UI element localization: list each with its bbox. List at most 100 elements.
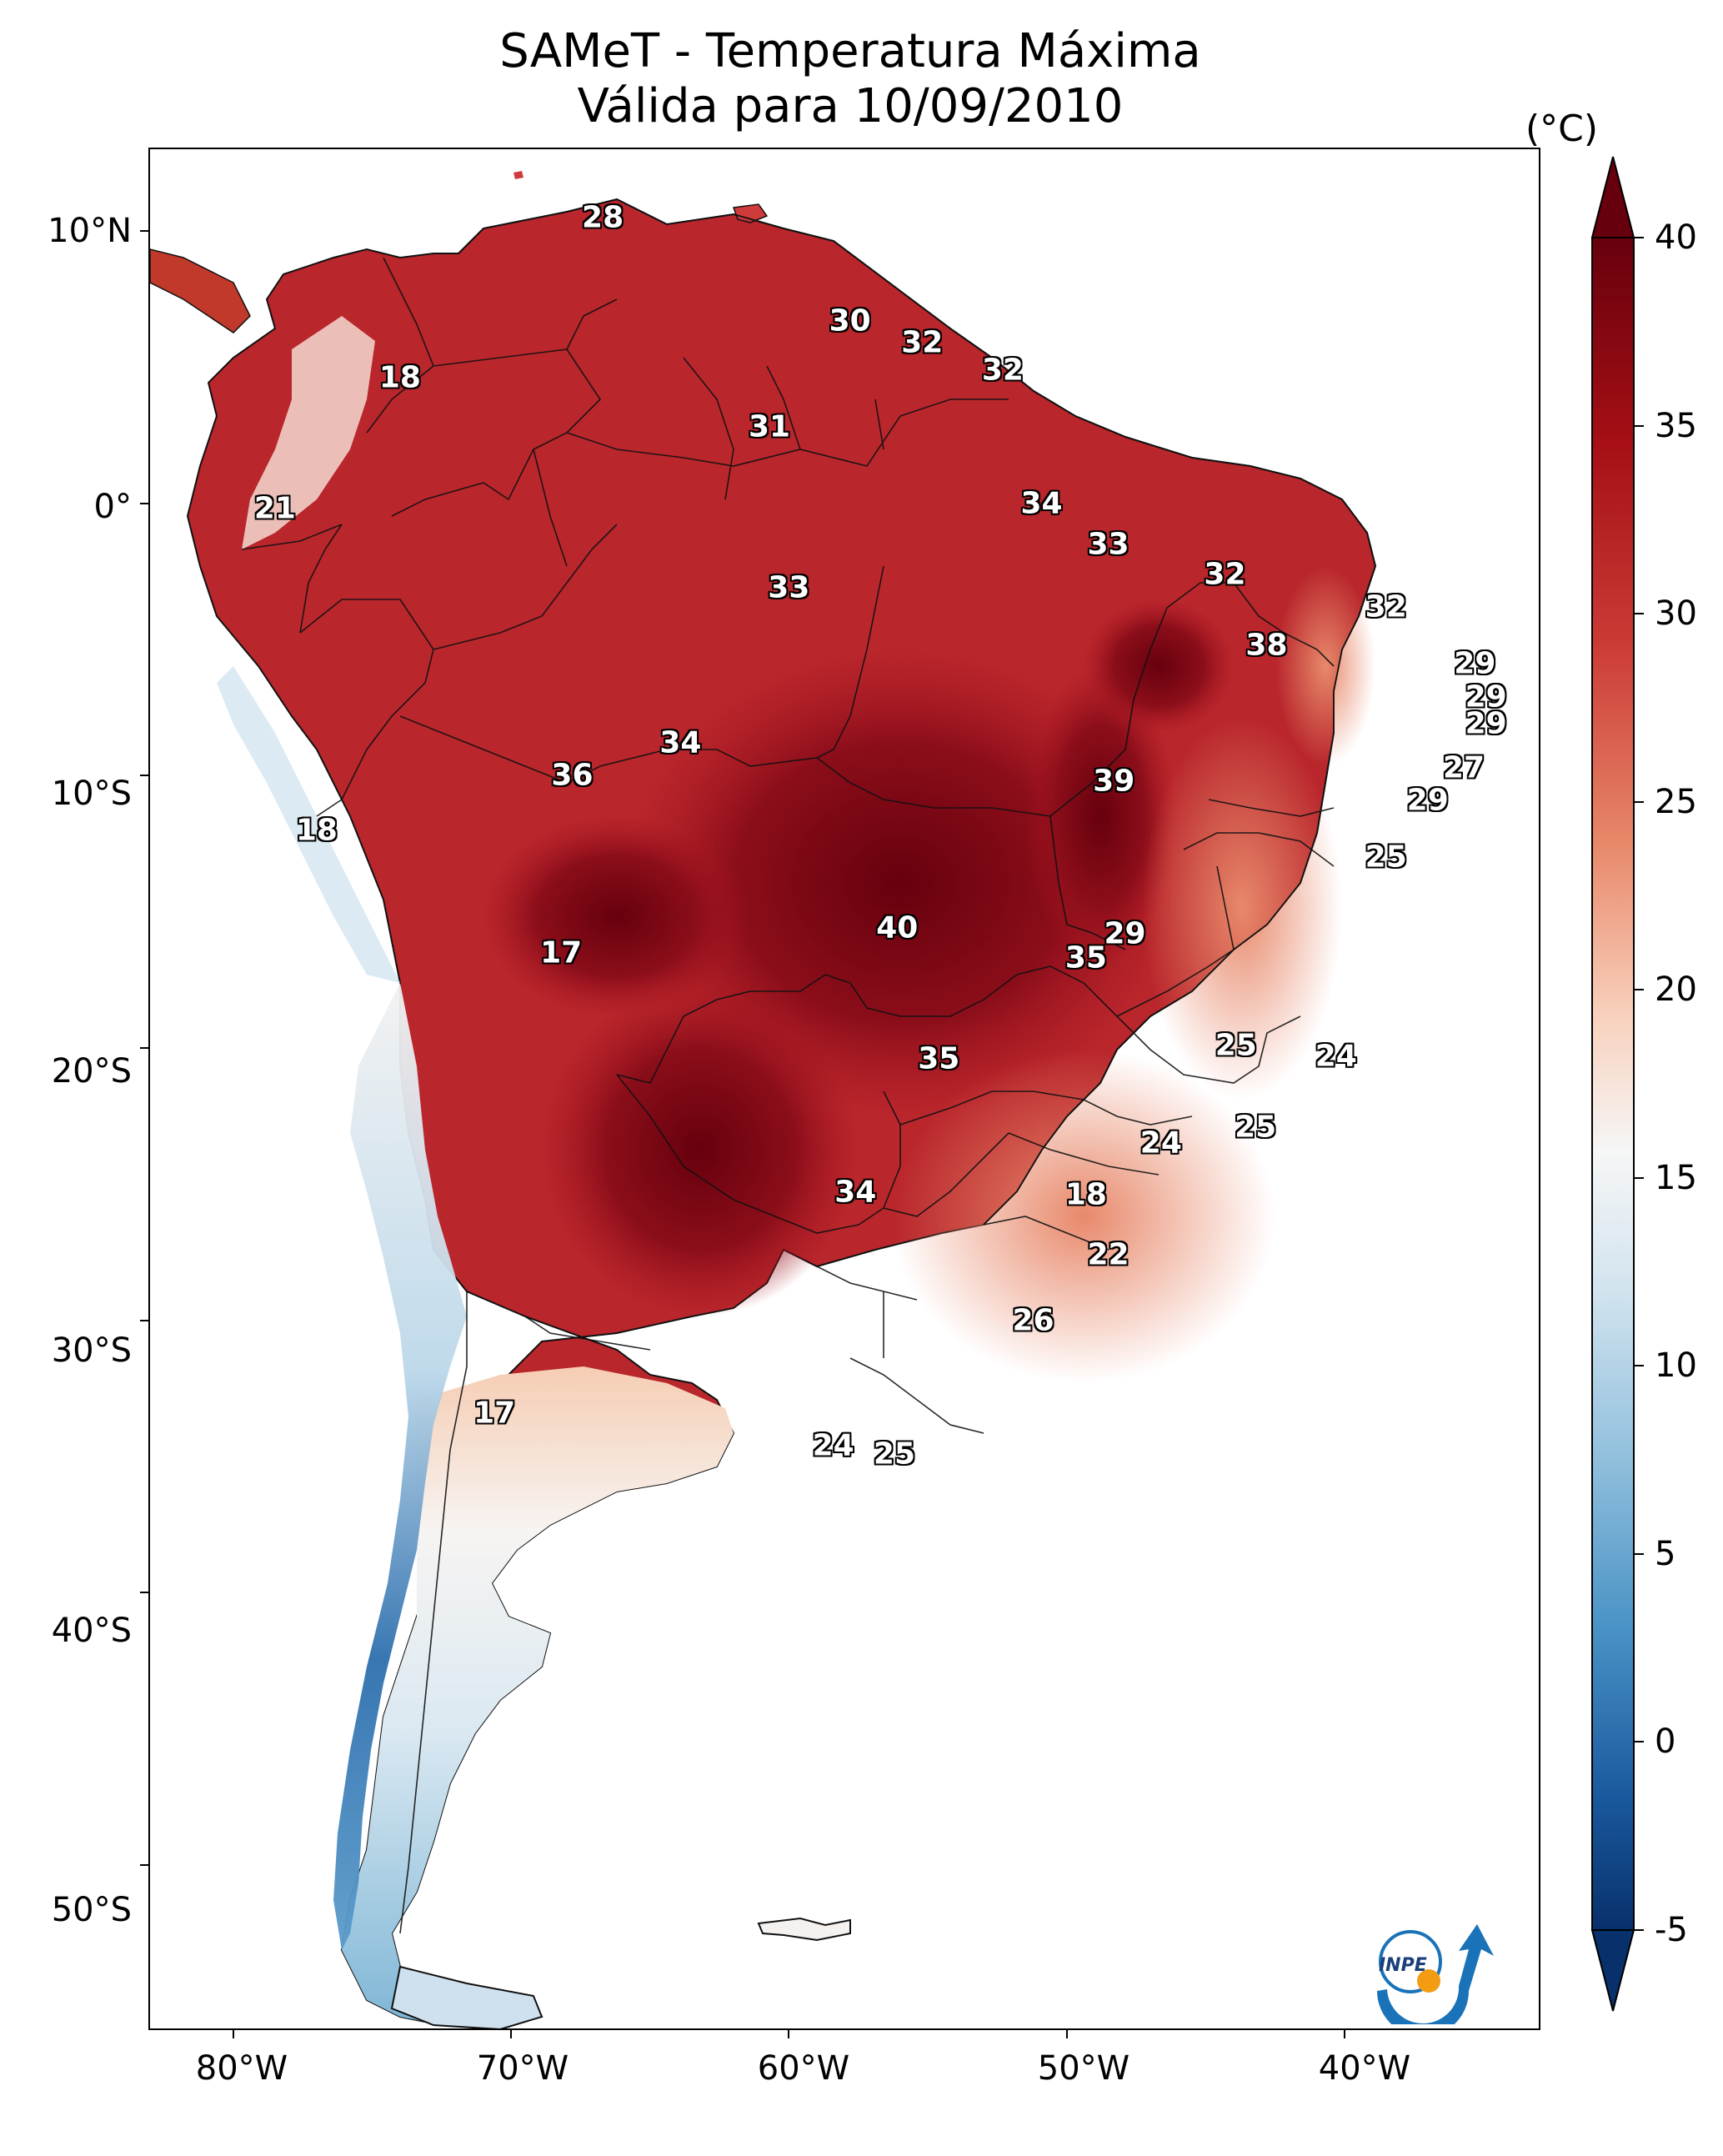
city-value-label: 28 (582, 200, 624, 235)
inpe-logo-text: INPE (1379, 1955, 1427, 1976)
lat-tick-mark (140, 230, 148, 232)
warm-southeast (892, 1050, 1275, 1383)
lon-label-40w: 40°W (1318, 2049, 1411, 2088)
city-value-label: 25 (873, 1436, 916, 1472)
city-value-label: 24 (812, 1428, 854, 1463)
lat-label-20s: 20°S (51, 1052, 132, 1091)
city-value-label: 40 (876, 910, 919, 945)
city-value-label: 31 (748, 409, 791, 444)
colorbar (1590, 156, 1635, 2012)
city-value-label: 35 (918, 1041, 960, 1076)
city-value-label: 29 (1454, 646, 1496, 681)
colorbar-tick-mark (1634, 989, 1644, 991)
temperature-map (150, 171, 1377, 2028)
city-value-label: 29 (1465, 706, 1507, 741)
hot-core-tocantins (1025, 666, 1175, 966)
lat-tick-mark (140, 1864, 148, 1866)
city-value-label: 33 (768, 570, 810, 605)
city-value-label: 38 (1245, 628, 1288, 663)
political-borders (241, 257, 1335, 1934)
city-value-label: 26 (1012, 1303, 1054, 1338)
colorbar-tick-label: 35 (1655, 406, 1697, 445)
lat-tick-mark (140, 502, 148, 504)
city-value-label: 29 (1104, 916, 1146, 951)
city-value-label: 36 (551, 758, 594, 793)
lat-tick-mark (140, 1319, 148, 1321)
warm-ne-coast (1275, 566, 1375, 766)
city-value-label: 32 (1365, 589, 1407, 624)
central-america (150, 248, 251, 333)
city-value-label: 34 (1020, 486, 1063, 521)
falkland-islands (757, 1917, 851, 1942)
colorbar-tick-mark (1634, 1365, 1644, 1367)
lon-tick-mark (1065, 2030, 1068, 2038)
peru-coast-cool (217, 666, 400, 983)
colorbar-tick-mark (1634, 613, 1644, 615)
lon-label-60w: 60°W (757, 2049, 850, 2088)
colorbar-tick-mark (1634, 1741, 1644, 1743)
colorbar-tick-mark (1634, 1929, 1644, 1931)
lat-label-0: 0° (93, 488, 132, 526)
colorbar-tick-mark (1634, 1552, 1644, 1555)
lon-label-50w: 50°W (1037, 2049, 1130, 2088)
colorbar-tick-label: 30 (1655, 594, 1697, 634)
colorbar-tick-label: -5 (1655, 1911, 1688, 1949)
hot-core-chaco (542, 983, 859, 1316)
lat-tick-mark (140, 775, 148, 777)
city-value-label: 34 (834, 1175, 877, 1210)
colorbar-bottom-arrow (1590, 1929, 1635, 2012)
city-value-label: 22 (1087, 1237, 1129, 1272)
city-value-label: 32 (901, 325, 944, 360)
lat-label-10s: 10°S (51, 775, 132, 813)
city-value-label: 32 (1204, 557, 1246, 592)
lon-tick-mark (510, 2030, 513, 2038)
city-value-label: 25 (1365, 840, 1407, 875)
city-value-label: 33 (1087, 527, 1129, 562)
caribbean-island-small (513, 171, 523, 179)
colorbar-tick-mark (1634, 237, 1644, 238)
tierra-del-fuego (390, 1965, 543, 2028)
andes-cold (333, 983, 467, 1950)
city-value-label: 25 (1215, 1028, 1257, 1063)
city-value-label: 17 (473, 1396, 516, 1431)
lon-tick-mark (1343, 2030, 1345, 2038)
lon-label-80w: 80°W (195, 2049, 288, 2088)
map-title: SAMeT - Temperatura Máxima (499, 24, 1201, 78)
colorbar-tick-label: 25 (1655, 782, 1697, 821)
city-value-label: 29 (1465, 679, 1507, 714)
colorbar-tick-mark (1634, 800, 1644, 803)
lon-tick-mark (788, 2030, 790, 2038)
city-value-label: 27 (1442, 750, 1485, 785)
city-value-label: 21 (253, 491, 296, 526)
lat-label-50s: 50°S (51, 1891, 132, 1929)
colorbar-tick-mark (1634, 1176, 1644, 1179)
city-value-label: 18 (378, 360, 421, 395)
lat-tick-mark (140, 1592, 148, 1594)
city-value-label: 29 (1406, 783, 1449, 818)
lat-label-10n: 10°N (48, 212, 132, 250)
colorbar-tick-label: 0 (1655, 1722, 1676, 1762)
colorbar-top-arrow (1590, 156, 1635, 238)
lon-label-70w: 70°W (476, 2049, 569, 2088)
lon-tick-mark (232, 2030, 234, 2038)
city-value-label: 24 (1139, 1126, 1182, 1161)
colorbar-tick-label: 10 (1655, 1346, 1697, 1386)
southern-cone-cool (342, 1366, 734, 2025)
colombia-andes-cool (242, 316, 375, 549)
lat-label-30s: 30°S (51, 1331, 132, 1370)
city-value-label: 18 (1064, 1177, 1107, 1212)
colorbar-tick-label: 20 (1655, 970, 1697, 1010)
lat-label-40s: 40°S (51, 1612, 132, 1650)
map-subtitle: Válida para 10/09/2010 (577, 79, 1124, 133)
city-value-label: 24 (1315, 1039, 1357, 1074)
city-value-label: 39 (1093, 764, 1135, 799)
inpe-logo: INPE (1377, 1924, 1494, 2024)
coastline (458, 198, 1376, 1226)
colorbar-tick-label: 5 (1655, 1534, 1676, 1573)
map-panel (148, 148, 1540, 2030)
hot-core-bolivia (483, 816, 750, 1016)
city-value-label: 25 (1235, 1110, 1277, 1145)
colorbar-unit: (°C) (1525, 108, 1599, 150)
colorbar-tick-label: 40 (1655, 218, 1697, 257)
city-value-label: 32 (981, 353, 1024, 388)
